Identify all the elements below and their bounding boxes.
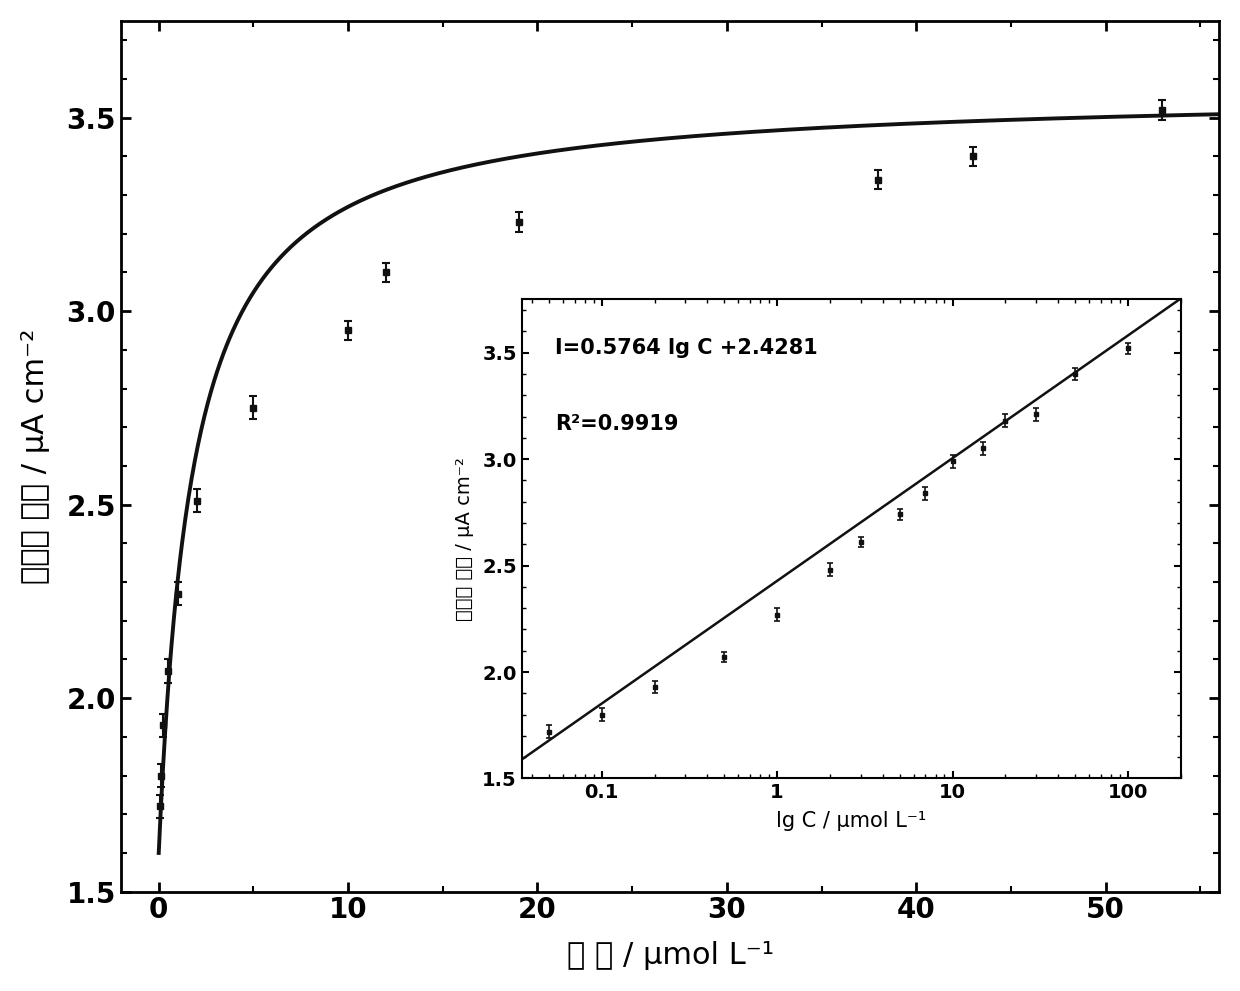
- X-axis label: 浓 度 / μmol L⁻¹: 浓 度 / μmol L⁻¹: [567, 941, 774, 970]
- Y-axis label: 光电流 密度 / μA cm⁻²: 光电流 密度 / μA cm⁻²: [21, 329, 50, 584]
